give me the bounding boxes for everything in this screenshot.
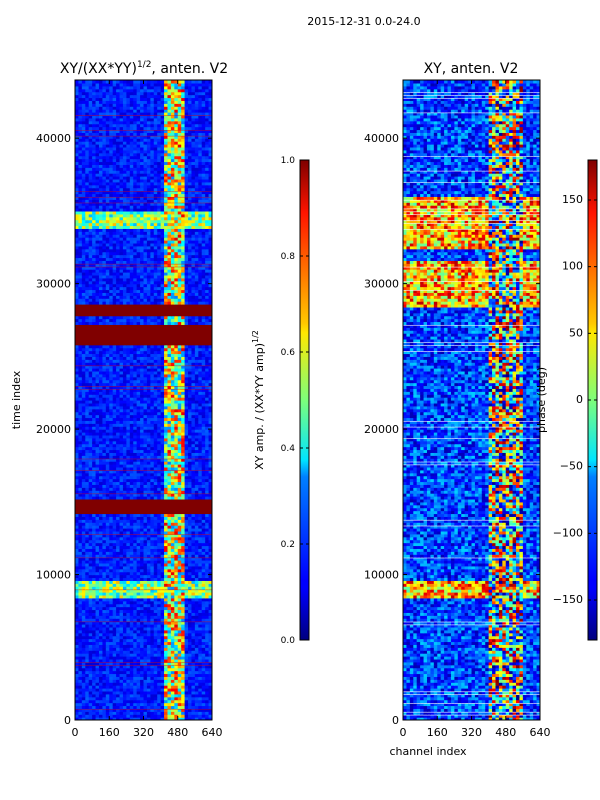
colorbar-tick-label: −150: [553, 593, 583, 606]
panel1-axes: 0 160 320 480 640 0 10000 20000 30000 40000: [36, 80, 223, 739]
colorbar-tick-label: 100: [562, 260, 583, 273]
figure-title: 2015-12-31 0.0-24.0: [307, 15, 420, 28]
y-tick-label: 10000: [364, 569, 399, 582]
colorbar-tick-label: 0.0: [281, 636, 296, 646]
colorbar-tick-label: 0.4: [281, 444, 296, 454]
x-tick-label: 160: [99, 726, 120, 739]
colorbar-tick-label: 50: [569, 326, 583, 339]
y-tick-label: 30000: [364, 278, 399, 291]
panel2-heatmap: [403, 80, 540, 720]
x-tick-label: 0: [400, 726, 407, 739]
colorbar2-ticks: −150 −100 −50 0 50 100 150: [553, 193, 597, 606]
colorbar-tick-label: 0.8: [281, 252, 296, 262]
panel1-heatmap: [75, 80, 212, 720]
colorbar1: [299, 159, 310, 641]
panel2-axes: 0 160 320 480 640 0 10000 20000 30000 40000: [364, 80, 551, 739]
x-tick-label: 160: [427, 726, 448, 739]
panel1-ylabel: time index: [10, 370, 23, 429]
colorbar1-label: XY amp. / (XX*YY amp)1/2: [251, 330, 266, 470]
y-tick-label: 40000: [364, 132, 399, 145]
colorbar2-label: phase (deg): [535, 367, 548, 433]
panel2-title: XY, anten. V2: [424, 61, 519, 77]
colorbar-tick-label: −50: [560, 460, 583, 473]
y-tick-label: 0: [64, 714, 71, 727]
panel1-title: XY/(XX*YY)1/2, anten. V2: [60, 60, 228, 77]
colorbar-tick-label: 0.6: [281, 348, 296, 358]
panel2-xlabel: channel index: [389, 745, 467, 758]
y-tick-label: 40000: [36, 132, 71, 145]
x-tick-label: 480: [495, 726, 516, 739]
x-tick-label: 480: [167, 726, 188, 739]
y-tick-label: 30000: [36, 278, 71, 291]
colorbar-tick-label: 150: [562, 193, 583, 206]
y-tick-label: 20000: [364, 423, 399, 436]
x-tick-label: 640: [202, 726, 223, 739]
colorbar-tick-label: 0.2: [281, 540, 295, 550]
colorbar1-ticks: 0.0 0.2 0.4 0.6 0.8 1.0: [281, 156, 309, 646]
colorbar-tick-label: −100: [553, 526, 583, 539]
x-tick-label: 320: [461, 726, 482, 739]
y-tick-label: 20000: [36, 423, 71, 436]
colorbar-tick-label: 0: [576, 393, 583, 406]
x-tick-label: 320: [133, 726, 154, 739]
x-tick-label: 0: [72, 726, 79, 739]
y-tick-label: 10000: [36, 569, 71, 582]
colorbar-tick-label: 1.0: [281, 156, 296, 166]
y-tick-label: 0: [392, 714, 399, 727]
x-tick-label: 640: [530, 726, 551, 739]
